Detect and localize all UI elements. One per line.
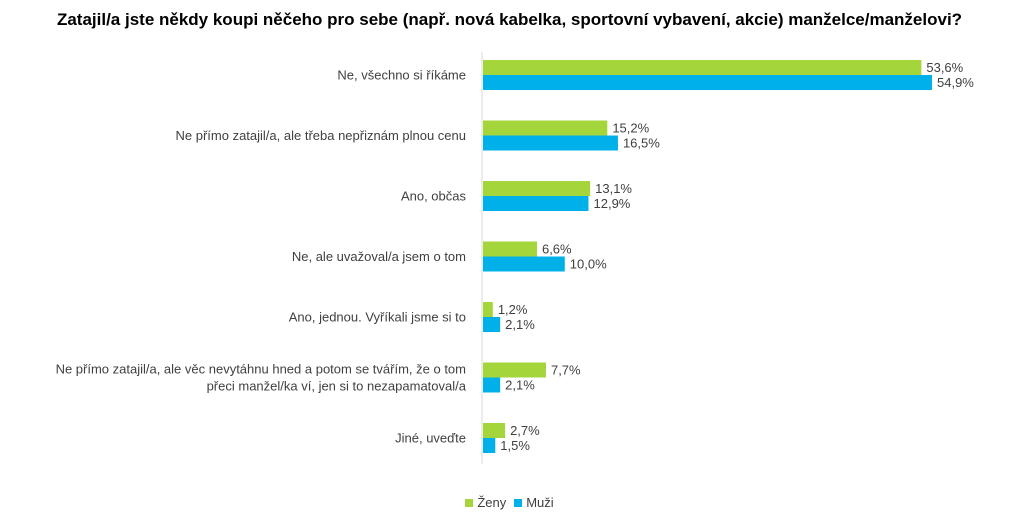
category-label: Ano, jednou. Vyříkali jsme si to [289, 310, 466, 325]
data-label-muzi: 2,1% [505, 378, 535, 393]
legend-swatch-muzi [514, 498, 523, 507]
bar-muzi [483, 135, 618, 151]
data-label-zeny: 13,1% [595, 181, 632, 196]
data-label-zeny: 53,6% [926, 60, 963, 75]
data-label-zeny: 6,6% [542, 242, 572, 257]
data-label-muzi: 10,0% [570, 257, 607, 272]
category-label: Ne, všechno si říkáme [337, 68, 466, 83]
bar-zeny [483, 423, 506, 438]
data-label-muzi: 2,1% [505, 317, 535, 332]
bar-zeny [483, 120, 608, 136]
data-label-muzi: 12,9% [594, 196, 631, 211]
category-label: Ne přímo zatajil/a, ale věc nevytáhnu hn… [56, 362, 466, 377]
category-label: přeci manžel/ka ví, jen si to nezapamato… [207, 379, 467, 394]
data-label-zeny: 2,7% [510, 423, 540, 438]
bar-muzi [483, 196, 589, 211]
data-label-muzi: 16,5% [623, 136, 660, 151]
legend-item-zeny: Ženy [465, 495, 506, 510]
bar-muzi [483, 438, 496, 453]
data-label-zeny: 1,2% [498, 302, 528, 317]
category-label: Ne, ale uvažoval/a jsem o tom [292, 249, 466, 264]
legend-item-muzi: Muži [514, 495, 554, 510]
bar-zeny [483, 302, 493, 317]
legend-swatch-zeny [465, 498, 474, 507]
bar-zeny [483, 241, 537, 257]
bar-zeny [483, 60, 922, 75]
bar-chart-plot: Ne, všechno si říkáme 53,6%54,9% Ne přímo … [56, 52, 974, 464]
category-label: Jiné, uveďte [395, 431, 466, 446]
bar-muzi [483, 75, 932, 90]
chart-legend: Ženy Muži [0, 495, 1019, 510]
data-label-zeny: 7,7% [551, 363, 581, 378]
chart-title: Zatajil/a jste někdy koupi něčeho pro se… [56, 10, 963, 29]
category-label: Ne přímo zatajil/a, ale třeba nepřiznám … [176, 128, 467, 143]
legend-label-zeny: Ženy [477, 495, 507, 510]
data-label-muzi: 1,5% [500, 438, 530, 453]
bar-zeny [483, 181, 591, 196]
legend-label-muzi: Muži [526, 495, 554, 510]
bar-zeny [483, 362, 546, 378]
data-label-muzi: 54,9% [937, 75, 974, 90]
category-label: Ano, občas [401, 189, 467, 204]
bar-muzi [483, 256, 565, 272]
bar-muzi [483, 317, 501, 332]
data-label-zeny: 15,2% [612, 121, 649, 136]
bar-muzi [483, 377, 501, 393]
